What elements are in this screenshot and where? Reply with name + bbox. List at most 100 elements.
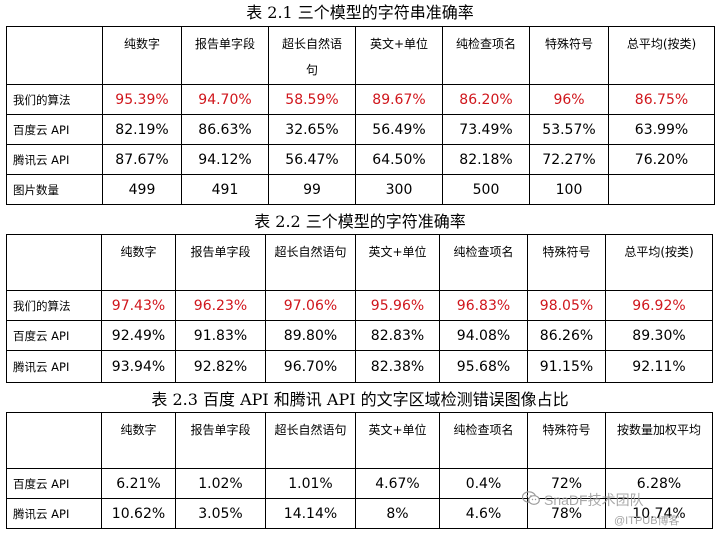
header-cell: 总平均(按类) [608,26,715,85]
header-cell: 报告单字段 [175,234,266,291]
table-3: 纯数字 报告单字段 超长自然语句 英文+单位 纯检查项名 特殊符号 按数量加权平… [6,412,713,529]
value-cell: 1.02% [175,468,266,499]
value-cell: 86.26% [527,320,606,351]
value-cell: 89.30% [605,320,713,351]
value-cell: 94.12% [181,144,269,175]
value-cell: 10.62% [101,498,176,529]
header-cell: 纯数字 [101,412,176,469]
value-cell: 96% [529,84,609,115]
value-cell: 94.70% [181,84,269,115]
value-cell: 300 [355,174,443,205]
value-cell: 56.47% [268,144,356,175]
header-cell: 纯数字 [102,26,182,85]
value-cell: 94.08% [439,320,528,351]
value-cell: 86.63% [181,114,269,145]
row-label: 图片数量 [6,174,103,205]
header-cell: 纯检查项名 [442,26,530,85]
value-cell: 6.21% [101,468,176,499]
value-cell: 87.67% [102,144,182,175]
value-cell: 82.38% [355,350,440,383]
row-label: 腾讯云 API [6,498,102,529]
value-cell: 8% [355,498,440,529]
value-cell: 96.23% [175,290,266,321]
value-cell: 0.4% [439,468,528,499]
value-cell: 96.92% [605,290,713,321]
table-row: 百度云 API 6.21% 1.02% 1.01% 4.67% 0.4% 72%… [6,468,713,499]
table-2: 纯数字 报告单字段 超长自然语句 英文+单位 纯检查项名 特殊符号 总平均(按类… [6,234,713,383]
header-cell: 报告单字段 [181,26,269,85]
value-cell: 86.75% [608,84,715,115]
header-cell: 英文+单位 [355,234,440,291]
header-cell: 纯检查项名 [439,234,528,291]
header-cell: 超长自然语句 [265,412,356,469]
value-cell: 98.05% [527,290,606,321]
value-cell: 499 [102,174,182,205]
header-cell: 特殊符号 [529,26,609,85]
value-cell: 96.83% [439,290,528,321]
value-cell: 10.74% [605,498,713,529]
table-header-row: 纯数字 报告单字段 超长自然语句 英文+单位 纯检查项名 特殊符号 总平均(按类… [6,26,715,85]
value-cell: 63.99% [608,114,715,145]
row-label: 我们的算法 [6,290,102,321]
row-label: 腾讯云 API [6,350,102,383]
table-1-caption: 表 2.1 三个模型的字符串准确率 [246,3,474,22]
value-cell: 91.83% [175,320,266,351]
header-cell-empty [6,412,102,469]
header-cell: 超长自然语句 [268,26,356,85]
header-cell: 英文+单位 [355,412,440,469]
value-cell: 92.82% [175,350,266,383]
table-header-row: 纯数字 报告单字段 超长自然语句 英文+单位 纯检查项名 特殊符号 按数量加权平… [6,412,713,469]
table-row: 我们的算法 97.43% 96.23% 97.06% 95.96% 96.83%… [6,290,713,321]
value-cell: 96.70% [265,350,356,383]
value-cell: 95.39% [102,84,182,115]
table-header-row: 纯数字 报告单字段 超长自然语句 英文+单位 纯检查项名 特殊符号 总平均(按类… [6,234,713,291]
value-cell: 89.67% [355,84,443,115]
header-cell: 超长自然语句 [265,234,356,291]
value-cell: 72.27% [529,144,609,175]
value-cell: 1.01% [265,468,356,499]
value-cell: 491 [181,174,269,205]
table-row: 腾讯云 API 10.62% 3.05% 14.14% 8% 4.6% 78% … [6,498,713,529]
value-cell: 82.19% [102,114,182,145]
value-cell: 76.20% [608,144,715,175]
table-1: 纯数字 报告单字段 超长自然语句 英文+单位 纯检查项名 特殊符号 总平均(按类… [6,26,715,205]
table-3-caption: 表 2.3 百度 API 和腾讯 API 的文字区域检测错误图像占比 [151,390,569,409]
value-cell: 4.6% [439,498,528,529]
value-cell: 3.05% [175,498,266,529]
header-cell-empty [6,26,103,85]
row-label: 百度云 API [6,320,102,351]
table-row: 腾讯云 API 87.67% 94.12% 56.47% 64.50% 82.1… [6,144,715,175]
value-cell: 89.80% [265,320,356,351]
table-row: 百度云 API 82.19% 86.63% 32.65% 56.49% 73.4… [6,114,715,145]
header-cell: 纯检查项名 [439,412,528,469]
row-label: 腾讯云 API [6,144,103,175]
header-cell: 纯数字 [101,234,176,291]
value-cell: 73.49% [442,114,530,145]
value-cell: 95.96% [355,290,440,321]
table-row: 图片数量 499 491 99 300 500 100 [6,174,715,205]
header-cell: 特殊符号 [527,234,606,291]
row-label: 百度云 API [6,468,102,499]
header-cell: 总平均(按类) [605,234,713,291]
value-cell: 95.68% [439,350,528,383]
value-cell: 6.28% [605,468,713,499]
value-cell: 4.67% [355,468,440,499]
value-cell: 97.06% [265,290,356,321]
value-cell: 82.83% [355,320,440,351]
value-cell: 93.94% [101,350,176,383]
value-cell: 99 [268,174,356,205]
table-row: 腾讯云 API 93.94% 92.82% 96.70% 82.38% 95.6… [6,350,713,383]
row-label: 我们的算法 [6,84,103,115]
table-row: 我们的算法 95.39% 94.70% 58.59% 89.67% 86.20%… [6,84,715,115]
value-cell: 92.49% [101,320,176,351]
value-cell: 64.50% [355,144,443,175]
header-cell: 按数量加权平均 [605,412,713,469]
header-cell: 特殊符号 [527,412,606,469]
table-2-caption: 表 2.2 三个模型的字符准确率 [254,212,466,231]
value-cell: 91.15% [527,350,606,383]
value-cell: 86.20% [442,84,530,115]
value-cell: 78% [527,498,606,529]
value-cell: 53.57% [529,114,609,145]
value-cell: 56.49% [355,114,443,145]
value-cell: 58.59% [268,84,356,115]
